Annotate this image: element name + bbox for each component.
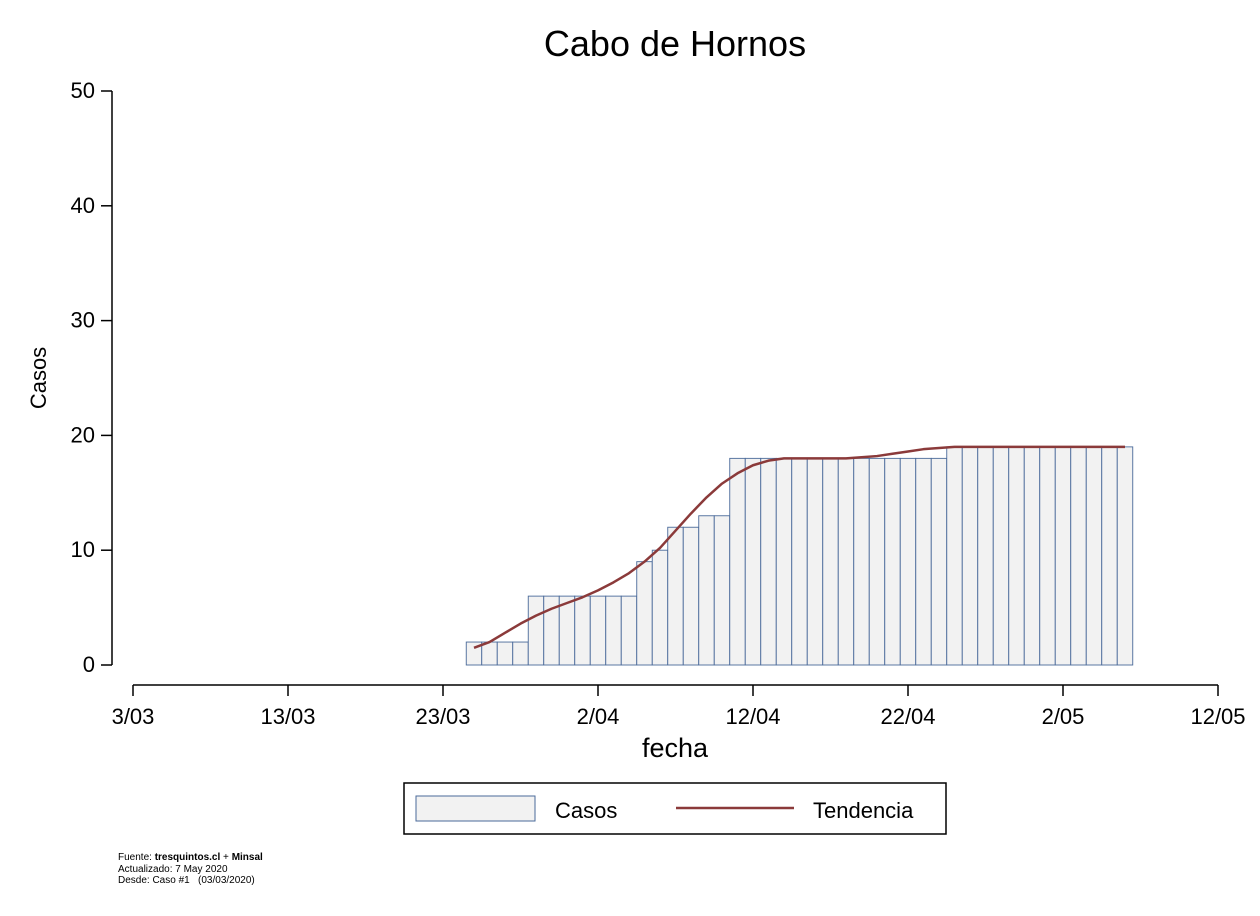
bar xyxy=(698,515,715,666)
bar xyxy=(1008,446,1025,666)
x-axis-label: fecha xyxy=(642,733,709,763)
bar xyxy=(1054,446,1072,666)
bar xyxy=(574,595,591,666)
x-tick-label: 22/04 xyxy=(880,704,935,729)
bar xyxy=(744,457,762,666)
bar xyxy=(775,457,793,666)
bar xyxy=(915,457,932,666)
y-tick-label: 30 xyxy=(71,308,95,333)
bar xyxy=(946,446,963,666)
bar xyxy=(791,457,808,666)
x-tick-label: 2/05 xyxy=(1042,704,1085,729)
bar xyxy=(1070,446,1087,666)
x-tick-label: 23/03 xyxy=(415,704,470,729)
bar xyxy=(682,526,700,666)
bar xyxy=(1101,446,1118,666)
x-axis: 3/03 13/03 23/03 2/04 12/04 22/04 2/05 12/05 xyxy=(112,684,1246,729)
y-tick-label: 50 xyxy=(71,78,95,103)
legend-box xyxy=(403,782,947,835)
bar xyxy=(713,515,731,666)
bar xyxy=(837,457,855,666)
y-tick-label: 20 xyxy=(71,422,95,447)
bar xyxy=(853,457,870,666)
since-line: Desde: Caso #1 (03/03/2020) xyxy=(118,875,255,886)
source-note: Fuente: tresquintos.cl + Minsal Actualiz… xyxy=(118,852,263,887)
chart-title: Cabo de Hornos xyxy=(544,23,806,64)
trend-line xyxy=(473,445,1125,649)
trend-series xyxy=(473,445,1125,649)
x-tick-label: 3/03 xyxy=(112,704,155,729)
bar-series xyxy=(465,446,1134,666)
y-tick-label: 0 xyxy=(83,652,95,677)
bar xyxy=(930,457,948,666)
bar xyxy=(589,595,607,666)
bar xyxy=(496,641,514,666)
bar xyxy=(992,446,1010,666)
bar xyxy=(729,457,746,666)
bar xyxy=(977,446,994,666)
bar xyxy=(651,549,669,666)
bar xyxy=(899,457,917,666)
source-site: tresquintos.cl xyxy=(154,852,221,863)
y-tick-label: 10 xyxy=(71,537,95,562)
x-tick-label: 12/04 xyxy=(725,704,780,729)
bar xyxy=(884,457,901,666)
bar xyxy=(1039,446,1056,666)
bar xyxy=(868,457,886,666)
y-axis: 0 10 20 30 40 50 xyxy=(71,78,113,677)
x-tick-label: 2/04 xyxy=(577,704,620,729)
bar xyxy=(605,595,622,666)
bar xyxy=(822,457,839,666)
updated-line: Actualizado: 7 May 2020 xyxy=(118,863,228,875)
bar xyxy=(961,446,979,666)
bar xyxy=(636,561,653,666)
y-axis-label: Casos xyxy=(26,347,51,409)
bar xyxy=(1085,446,1103,666)
x-tick-label: 13/03 xyxy=(260,704,315,729)
bar xyxy=(1116,446,1134,666)
bar xyxy=(620,595,638,666)
source-org: Minsal xyxy=(231,852,263,863)
bar xyxy=(481,641,498,666)
bar xyxy=(527,595,545,666)
bar xyxy=(558,595,576,666)
bar xyxy=(512,641,529,666)
y-tick-label: 40 xyxy=(71,193,95,218)
bar xyxy=(667,526,684,666)
legend-label-casos: Casos xyxy=(555,798,617,823)
source-line: Fuente: tresquintos.cl + Minsal xyxy=(118,852,263,863)
bar xyxy=(1023,446,1041,666)
legend: Casos Tendencia xyxy=(403,782,947,835)
bar xyxy=(760,457,777,666)
legend-label-tendencia: Tendencia xyxy=(813,798,914,823)
legend-swatch-casos xyxy=(415,795,536,822)
x-tick-label: 12/05 xyxy=(1190,704,1245,729)
bar xyxy=(806,457,824,666)
